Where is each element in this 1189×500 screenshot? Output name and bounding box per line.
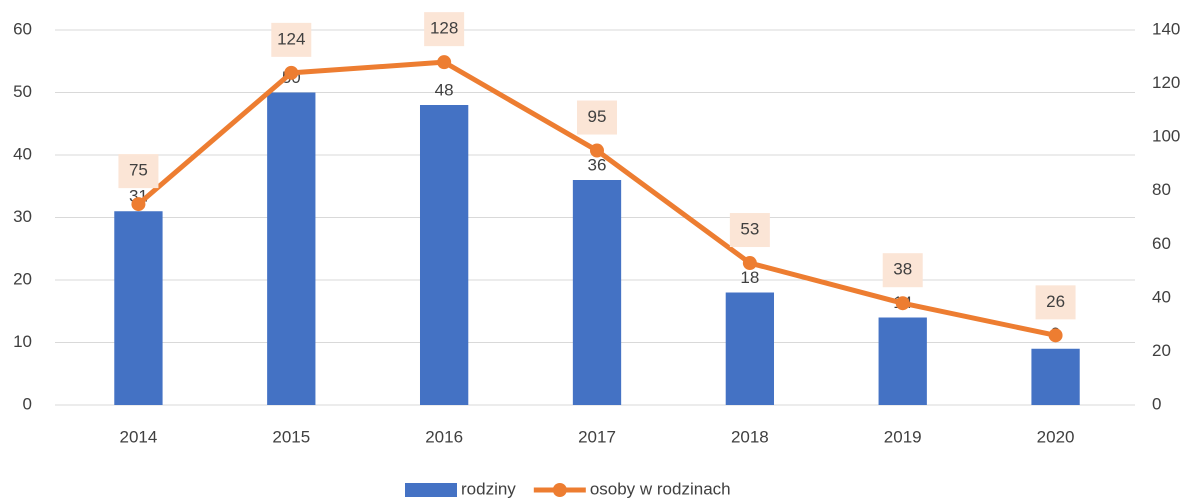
line-marker [437, 55, 452, 70]
line-marker [742, 256, 757, 271]
y2-tick-label: 80 [1152, 180, 1171, 199]
x-tick-label: 2016 [425, 427, 463, 446]
bar [878, 317, 927, 405]
y2-tick-label: 140 [1152, 19, 1180, 38]
line-marker [284, 65, 299, 80]
y-tick-label: 0 [23, 394, 32, 413]
line-marker [131, 197, 146, 212]
y2-tick-label: 40 [1152, 287, 1171, 306]
bar [1031, 348, 1080, 405]
y2-tick-label: 100 [1152, 127, 1180, 146]
bar [114, 211, 163, 405]
bar [267, 92, 316, 405]
legend-label: rodziny [461, 479, 516, 498]
data-label-box [424, 12, 465, 47]
x-tick-label: 2017 [578, 427, 616, 446]
data-label-box [118, 154, 159, 189]
legend-label: osoby w rodzinach [590, 479, 731, 498]
y-tick-label: 40 [13, 144, 32, 163]
data-label: 75 [129, 161, 148, 180]
line-marker [1048, 328, 1063, 343]
y2-tick-label: 60 [1152, 234, 1171, 253]
y2-tick-label: 120 [1152, 73, 1180, 92]
x-tick-label: 2015 [272, 427, 310, 446]
legend-marker [552, 483, 567, 497]
y-tick-label: 60 [13, 19, 32, 38]
data-label: 124 [277, 29, 305, 48]
data-label-box [577, 100, 617, 135]
data-label: 18 [740, 268, 759, 287]
legend-swatch [405, 483, 457, 497]
data-label: 36 [588, 155, 607, 174]
data-label-box [1035, 285, 1076, 320]
data-label: 48 [435, 80, 454, 99]
x-tick-label: 2014 [120, 427, 158, 446]
data-label: 128 [430, 19, 458, 38]
bar [725, 292, 775, 405]
data-label: 53 [740, 220, 759, 239]
bar [419, 105, 469, 405]
y-tick-label: 30 [13, 207, 32, 226]
y-tick-label: 10 [13, 332, 32, 351]
x-tick-label: 2018 [731, 427, 769, 446]
line-marker [590, 143, 604, 158]
x-tick-label: 2020 [1037, 427, 1075, 446]
y-tick-label: 50 [13, 82, 32, 101]
data-label: 26 [1046, 292, 1065, 311]
data-label-box [271, 22, 312, 57]
data-label: 38 [893, 260, 912, 279]
x-tick-label: 2019 [884, 427, 922, 446]
y-tick-label: 20 [13, 269, 32, 288]
y2-tick-label: 20 [1152, 341, 1171, 360]
data-label-box [729, 213, 770, 248]
data-label: 95 [588, 107, 607, 126]
bar [572, 180, 622, 405]
data-label-box [882, 253, 923, 288]
y2-tick-label: 0 [1152, 394, 1161, 413]
line-marker [895, 296, 910, 311]
